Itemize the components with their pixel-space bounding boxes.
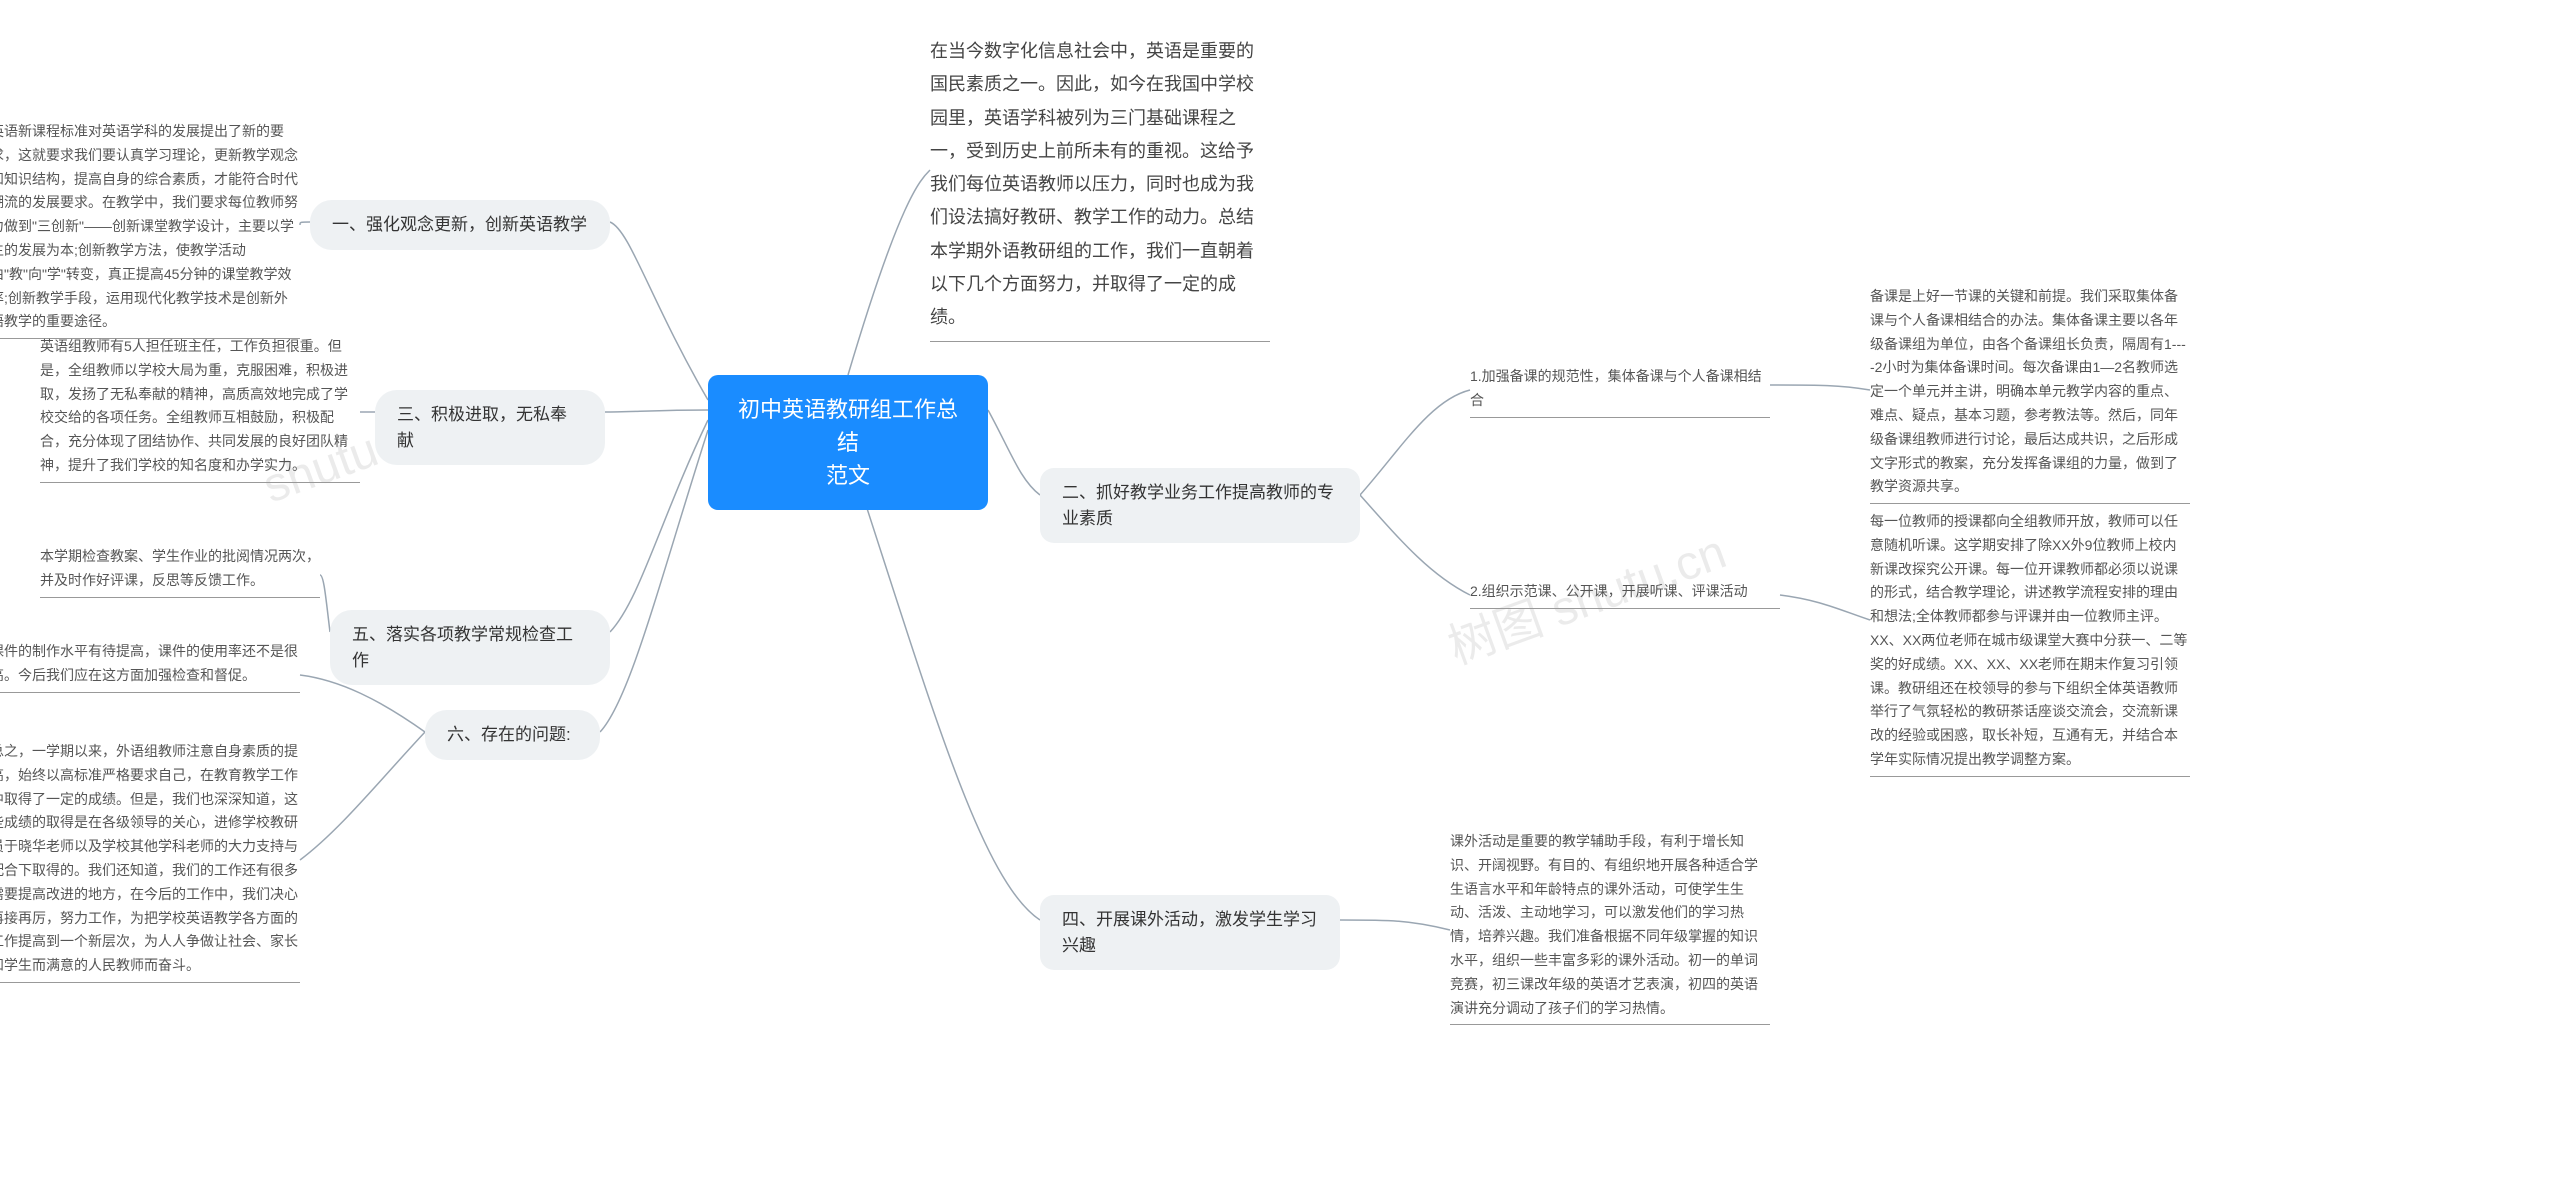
topic-2-sub-2: 2.组织示范课、公开课，开展听课、评课活动: [1470, 580, 1780, 609]
topic-3-leaf: 英语组教师有5人担任班主任，工作负担很重。但是，全组教师以学校大局为重，克服困难…: [40, 335, 360, 483]
topic-1-label: 一、强化观念更新，创新英语教学: [332, 215, 587, 234]
topic-1[interactable]: 一、强化观念更新，创新英语教学: [310, 200, 610, 250]
root-title: 初中英语教研组工作总结范文: [738, 397, 958, 488]
topic-6-child-1: 课件的制作水平有待提高，课件的使用率还不是很高。今后我们应在这方面加强检查和督促…: [0, 640, 300, 693]
topic-3-label: 三、积极进取，无私奉献: [397, 405, 567, 450]
topic-2[interactable]: 二、抓好教学业务工作提高教师的专业素质: [1040, 468, 1360, 543]
topic-5[interactable]: 五、落实各项教学常规检查工作: [330, 610, 610, 685]
topic-2-sub-1-leaf: 备课是上好一节课的关键和前提。我们采取集体备课与个人备课相结合的办法。集体备课主…: [1870, 285, 2190, 504]
topic-6-label: 六、存在的问题:: [447, 725, 571, 744]
topic-3[interactable]: 三、积极进取，无私奉献: [375, 390, 605, 465]
topic-4-leaf: 课外活动是重要的教学辅助手段，有利于增长知识、开阔视野。有目的、有组织地开展各种…: [1450, 830, 1770, 1025]
topic-5-leaf: 本学期检查教案、学生作业的批阅情况两次，并及时作好评课，反思等反馈工作。: [40, 545, 320, 598]
topic-1-leaf: 英语新课程标准对英语学科的发展提出了新的要求，这就要求我们要认真学习理论，更新教…: [0, 120, 300, 339]
topic-2-sub-1: 1.加强备课的规范性，集体备课与个人备课相结合: [1470, 365, 1770, 418]
topic-2-label: 二、抓好教学业务工作提高教师的专业素质: [1062, 483, 1334, 528]
topic-6[interactable]: 六、存在的问题:: [425, 710, 600, 760]
topic-5-label: 五、落实各项教学常规检查工作: [352, 625, 573, 670]
topic-4-label: 四、开展课外活动，激发学生学习兴趣: [1062, 910, 1317, 955]
root-node[interactable]: 初中英语教研组工作总结范文: [708, 375, 988, 510]
topic-6-child-2: 总之，一学期以来，外语组教师注意自身素质的提高，始终以高标准严格要求自己，在教育…: [0, 740, 300, 983]
topic-2-sub-2-leaf: 每一位教师的授课都向全组教师开放，教师可以任意随机听课。这学期安排了除XX外9位…: [1870, 510, 2190, 777]
intro-text: 在当今数字化信息社会中，英语是重要的国民素质之一。因此，如今在我国中学校园里，英…: [930, 35, 1270, 342]
topic-4[interactable]: 四、开展课外活动，激发学生学习兴趣: [1040, 895, 1340, 970]
